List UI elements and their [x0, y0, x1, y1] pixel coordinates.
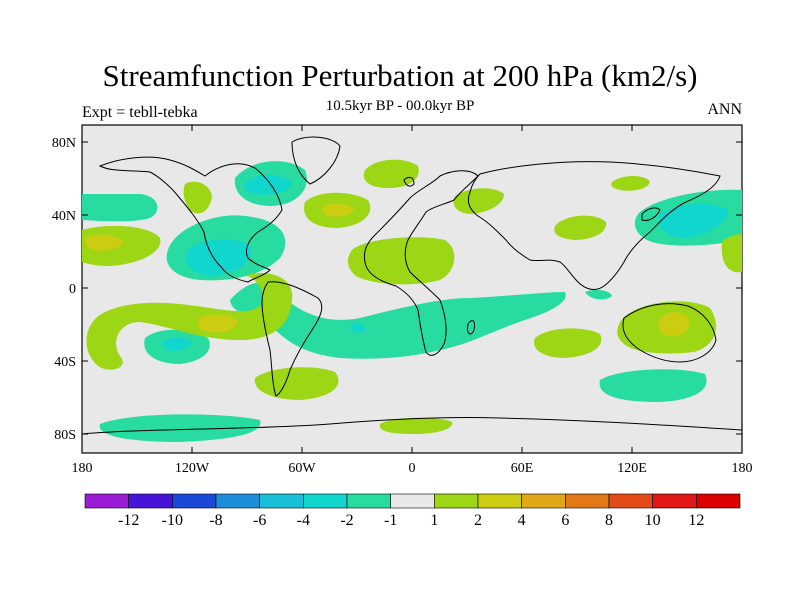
pos-region-far-east — [721, 234, 742, 273]
pos-region-antarctic — [379, 417, 453, 434]
map-subtitle: 10.5kyr BP - 00.0kyr BP — [325, 98, 475, 114]
coast-uk — [403, 176, 415, 187]
anomaly-field — [82, 159, 742, 442]
colorbar-swatch — [390, 493, 435, 509]
colorbar-swatch — [434, 493, 479, 509]
colorbar-label: 12 — [688, 512, 704, 529]
cyan-core-north-america — [186, 239, 252, 276]
colorbar-swatch — [521, 493, 566, 509]
colorbar-swatch — [303, 493, 348, 509]
coast-australia — [622, 303, 717, 363]
coast-japan — [641, 207, 661, 221]
lon-label: 180 — [732, 461, 753, 476]
lon-label: 120W — [175, 461, 210, 476]
colorbar — [84, 493, 741, 509]
colorbar-swatch — [259, 493, 304, 509]
lon-labels: 180 120W 60W 0 60E 120E 180 — [72, 461, 753, 476]
colorbar-swatch — [696, 493, 741, 509]
colorbar-label: -1 — [384, 512, 397, 529]
lat-label: 80N — [52, 136, 76, 151]
lat-label: 0 — [69, 282, 76, 297]
colorbar-label: -4 — [297, 512, 310, 529]
neg-region-east-asia-small — [585, 289, 612, 300]
colorbar-label: -12 — [118, 512, 139, 529]
colorbar-swatch — [172, 493, 217, 509]
lon-label: 60E — [511, 461, 534, 476]
coast-south-america — [261, 281, 323, 397]
colorbar-label: -8 — [209, 512, 222, 529]
lon-label: 0 — [409, 461, 416, 476]
colorbar-label: 6 — [561, 512, 569, 529]
colorbar-swatch — [565, 493, 610, 509]
lon-label: 60W — [288, 461, 316, 476]
colorbar-swatch — [128, 493, 173, 509]
colorbar-swatch — [215, 493, 260, 509]
colorbar-label: -6 — [253, 512, 266, 529]
neg-region-tropical-band — [230, 282, 566, 359]
colorbar-swatch — [652, 493, 697, 509]
neg-region-southern-ocean-east — [599, 369, 707, 402]
colorbar-label: 4 — [518, 512, 526, 529]
pos-region-siberia — [611, 176, 650, 191]
cyan-core-south-pacific — [162, 337, 192, 351]
colorbar-label: 2 — [474, 512, 482, 529]
colorbar-label: -2 — [340, 512, 353, 529]
annual-label: ANN — [707, 101, 742, 118]
colorbar-swatch — [477, 493, 522, 509]
coast-asia — [467, 161, 721, 290]
pos-region-south-pacific-band — [86, 273, 293, 370]
cyan-core-north-atlantic — [243, 174, 292, 195]
pos-region-canada — [183, 181, 212, 214]
coast-madagascar — [467, 320, 475, 335]
coast-north-america — [98, 156, 283, 283]
yellow-core-australia — [658, 312, 690, 337]
cyan-core-east-pacific — [658, 203, 728, 238]
colorbar-label: -10 — [162, 512, 183, 529]
axis-ticks — [82, 125, 742, 453]
experiment-label: Expt = tebll-tebka — [82, 104, 198, 121]
coast-europe-africa — [363, 170, 479, 356]
pos-region-indian-ocean — [534, 328, 602, 358]
colorbar-swatch — [608, 493, 653, 509]
coast-antarctica — [82, 416, 742, 435]
pos-region-europe — [363, 159, 419, 188]
colorbar-swatch — [346, 493, 391, 509]
colorbar-labels: -12 -10 -8 -6 -4 -2 -1 1 2 4 6 8 10 12 — [118, 512, 704, 529]
lon-label: 180 — [72, 461, 93, 476]
colorbar-label: 10 — [645, 512, 661, 529]
lat-label: 40S — [54, 355, 76, 370]
lon-label: 120E — [617, 461, 647, 476]
coast-greenland — [291, 136, 341, 185]
lat-label: 40N — [52, 209, 76, 224]
colorbar-label: 8 — [605, 512, 613, 529]
lat-label: 80S — [54, 428, 76, 443]
pos-region-south-atlantic — [254, 367, 339, 400]
map-title: Streamfunction Perturbation at 200 hPa (… — [102, 58, 698, 93]
cyan-core-atlantic-tropics — [350, 323, 366, 333]
coastlines — [82, 136, 742, 435]
yellow-core-south-pacific — [198, 314, 238, 333]
yellow-core-north-atlantic — [322, 203, 354, 217]
colorbar-swatch — [84, 493, 129, 509]
neg-region-southern-ocean-west — [99, 414, 261, 442]
neg-region-north-pacific — [82, 194, 158, 222]
pos-region-africa-north — [347, 237, 455, 285]
colorbar-label: 1 — [430, 512, 438, 529]
pos-region-central-asia — [453, 188, 504, 214]
yellow-core-north-pacific — [85, 234, 124, 251]
pos-region-south-asia — [554, 215, 607, 240]
lat-labels: 80N 40N 0 40S 80S — [52, 136, 76, 443]
